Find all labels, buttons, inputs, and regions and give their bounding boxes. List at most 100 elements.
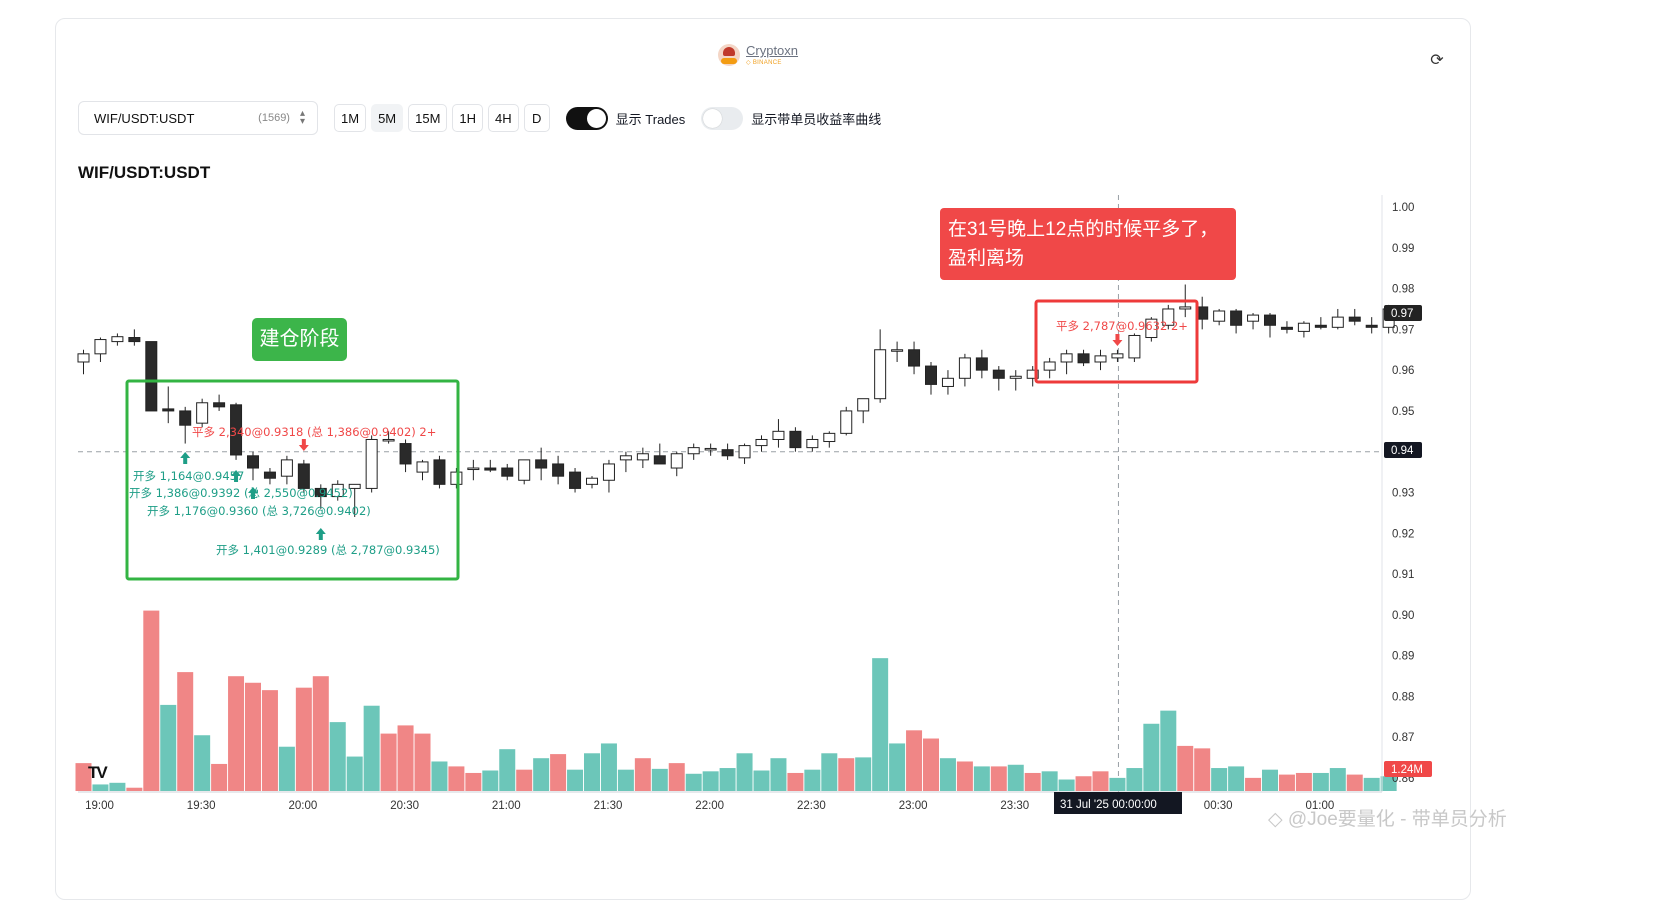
refresh-icon[interactable]: ⟳ [1430,52,1444,69]
volume-bar [448,766,465,791]
candle-body [941,377,954,387]
volume-bar [787,772,804,791]
time-tick-label: 22:30 [797,800,826,812]
buy-arrow-icon [248,487,258,499]
candle-body [806,438,819,449]
volume-bar [346,756,363,791]
axes: 1.00 0.99 0.98 0.97 0.96 0.95 0.94 0.93 0.92 0.91… [78,195,1432,814]
volume-bar [126,787,143,791]
candle-body [687,447,700,455]
volume-bar [143,610,160,791]
candle-body [280,459,293,477]
time-tick-label: 22:00 [695,800,724,812]
timeframe-4h[interactable]: 4H [488,104,519,132]
volume-bar [211,763,228,791]
candle-body [636,453,649,461]
volume-bar [245,682,261,791]
volume-bar [1092,771,1109,791]
volume-bars [75,610,1397,791]
candle-body [1009,375,1022,379]
candle-body [145,341,158,412]
volume-bar [1177,745,1194,791]
chart-title: WIF/USDT:USDT [78,163,211,182]
candle-body [518,459,531,481]
volume-bar [838,758,855,791]
candle-body [196,402,209,424]
volume-bar [668,763,685,791]
candle-body [1145,318,1158,339]
buy-arrow-icon [180,452,191,464]
crosshair-time-tag: 31 Jul '25 00:00:00 [1054,792,1182,814]
crosshair-price-tag: 0.94 [1384,442,1422,458]
volume-bar [329,722,346,791]
volume-bar [1262,769,1278,791]
toggle-trades-label: 显示 Trades [615,111,686,127]
candle-body [1314,324,1327,328]
candle-body [840,410,853,434]
brand-logo-icon [718,44,740,66]
timeframe-5m[interactable]: 5M [371,104,404,132]
timeframe-1h[interactable]: 1H [452,104,484,132]
volume-bar [923,738,939,791]
candle-body [1162,308,1175,326]
volume-bar [1245,777,1262,791]
last-price-tag-text: 0.97 [1391,308,1413,320]
volume-bar [431,761,448,791]
candle-body [382,438,395,442]
candle-body [1297,322,1310,332]
volume-bar [956,761,973,791]
candle-body [450,471,463,485]
volume-bar [990,766,1007,791]
candle-body [179,410,192,426]
price-tick-label: 0.91 [1392,569,1414,581]
trades-switch[interactable] [565,106,608,130]
candle-body [535,459,548,469]
volume-bar [1228,766,1245,791]
volume-bar [584,753,600,791]
volume-bar [651,768,668,791]
candle-body [467,467,480,471]
timeframe-1m[interactable]: 1M [334,104,367,132]
candle-body [263,471,276,479]
time-tick-label: 01:00 [1306,800,1335,812]
volume-bar [1007,764,1024,791]
timeframe-15m[interactable]: 15M [408,104,448,132]
brand[interactable]: Cryptoxn ◇ BINANCE [718,44,798,66]
price-tick-label: 0.90 [1392,610,1414,622]
tradingview-logo[interactable]: TV [88,763,108,782]
volume-bar [1126,768,1143,791]
volume-bar [380,733,397,791]
volume-bar [1346,774,1363,791]
time-tick-label: 23:00 [899,800,928,812]
volume-bar [702,771,719,791]
toggle-trades[interactable]: 显示 Trades [565,106,686,130]
candle-body [738,445,751,459]
brand-name[interactable]: Cryptoxn [746,43,799,58]
toggle-curve[interactable]: 显示带单员收益率曲线 [701,106,881,130]
candle-body [975,357,988,371]
volume-bar [482,770,499,791]
price-tick-label: 0.95 [1392,406,1414,418]
candle-body [162,408,175,412]
curve-switch[interactable] [701,106,744,130]
watermark: ◇ @Joe要量化 - 带单员分析 [1268,809,1507,830]
candle-body [213,402,226,408]
volume-bar [194,735,211,791]
volume-bar [75,763,92,791]
volume-bar [1058,779,1075,791]
candle-body [704,447,717,451]
entry-zone-box [125,379,460,581]
candle-body [484,467,497,471]
chevron-up-down-icon: ▴ ▾ [299,108,305,127]
timeframe-d[interactable]: D [523,104,550,132]
volume-bar [770,758,787,791]
candle-body [1247,314,1260,322]
symbol-select[interactable]: WIF/USDT:USDT (1569) ▴ ▾ [78,101,318,135]
sell-arrow-icon [298,439,309,451]
volume-bar [1024,772,1041,791]
candle-body [297,463,310,489]
candle-body [721,449,734,457]
trade-markers: 平多 2,340@0.9318 (总 1,386@0.9402) 2+ 开多 1,… [129,319,1188,557]
time-tick-label: 20:00 [289,800,318,812]
